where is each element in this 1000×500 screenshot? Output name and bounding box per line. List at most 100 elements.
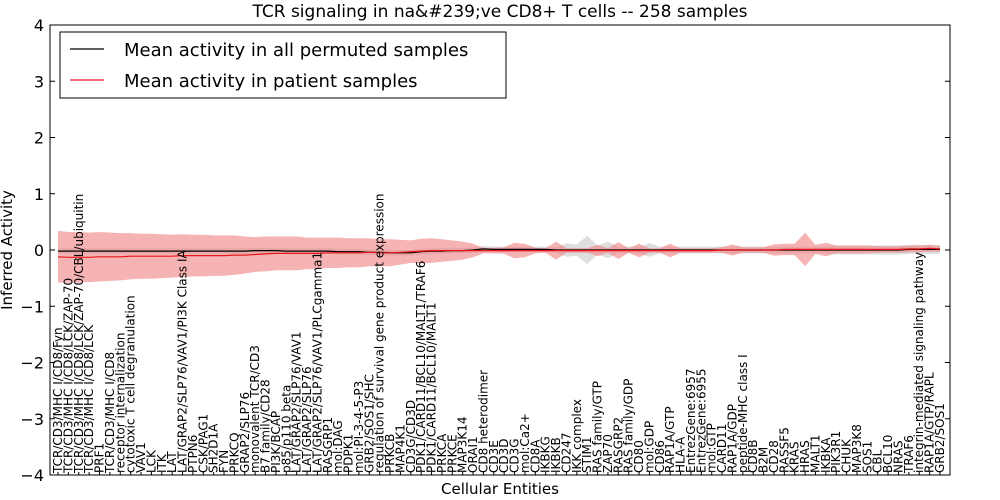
x-tick-label: CD3G/CD3D bbox=[404, 400, 418, 473]
y-tick-label: 0 bbox=[34, 241, 44, 260]
x-tick-label: mol:PI-3-4-5-P3 bbox=[352, 381, 366, 473]
x-tick-label: HRAS bbox=[798, 440, 812, 473]
y-tick-label: −3 bbox=[20, 410, 44, 429]
y-tick-label: −1 bbox=[20, 297, 44, 316]
legend-label-permuted: Mean activity in all permuted samples bbox=[124, 40, 468, 61]
x-tick-label: HLA-A bbox=[674, 436, 688, 473]
x-tick-label: ZAP70 bbox=[601, 434, 615, 473]
y-tick-label: −2 bbox=[20, 354, 44, 373]
x-tick-label: LAT/GRAP2/SLP76/VAV1/PLCgamma1 bbox=[310, 252, 324, 473]
y-tick-label: 2 bbox=[34, 129, 44, 148]
x-tick-label: KRAS bbox=[788, 441, 802, 473]
x-tick-label: CD28 bbox=[767, 440, 781, 473]
x-tick-label: CBL bbox=[871, 449, 885, 473]
x-tick-label: TCR/CD3/MHC I/CD8/Fyn bbox=[51, 327, 65, 474]
x-tick-label: PRKCE bbox=[445, 434, 459, 473]
x-tick-label: STIM1 bbox=[580, 437, 594, 473]
x-tick-label: LAT bbox=[165, 451, 179, 473]
x-tick-label: GRAP2/SLP76 bbox=[238, 392, 252, 473]
x-tick-label: PRKCQ bbox=[227, 432, 241, 473]
legend-label-patient: Mean activity in patient samples bbox=[124, 71, 418, 92]
x-tick-label: IKK complex bbox=[570, 399, 584, 473]
x-tick-label: LCK bbox=[144, 449, 158, 473]
x-tick-label: CD247 bbox=[559, 432, 573, 473]
x-tick-label: GRB2/SOS1 bbox=[933, 403, 947, 473]
plot-area bbox=[57, 230, 941, 283]
x-tick-label: PRKCB bbox=[383, 434, 397, 473]
x-tick-label: CD3D bbox=[497, 439, 511, 474]
x-tick-label: mol:GTP bbox=[705, 423, 719, 473]
y-axis-label: Inferred Activity bbox=[0, 190, 16, 310]
x-tick-label: PDPK1 bbox=[342, 434, 356, 473]
y-tick-label: 3 bbox=[34, 72, 44, 91]
x-tick-label: FYN bbox=[217, 450, 231, 473]
x-tick-label: RAS family/GTP bbox=[591, 381, 605, 473]
x-tick-label: CSK/PAG1 bbox=[196, 414, 210, 473]
x-tick-label: EntrezGene:6955 bbox=[694, 369, 708, 474]
x-tick-label: TCR/CD3/MHC I/CD8 bbox=[103, 352, 117, 474]
x-tick-label: PRF1 bbox=[93, 443, 107, 473]
x-tick-label: MAP3K14 bbox=[456, 416, 470, 473]
x-tick-label: PDK1/CARD11/BCL10/MALT1 bbox=[425, 303, 439, 473]
x-tick-label: RAP1A/GTP/RAPL bbox=[923, 372, 937, 473]
x-tick-label: NRAS bbox=[892, 440, 906, 473]
x-tick-label: MALT1 bbox=[809, 434, 823, 473]
x-tick-label: RASSF5 bbox=[777, 427, 791, 473]
x-tick-label: LAT/GRAP2/SLP76/VAV1 bbox=[290, 332, 304, 473]
x-tick-label: IKBKA bbox=[819, 437, 833, 473]
x-tick-label: RAP1A/GDP bbox=[726, 404, 740, 473]
x-tick-label: GRB2/SOS1/SHC bbox=[362, 374, 376, 473]
y-tick-label: 1 bbox=[34, 185, 44, 204]
x-tick-label: MAP3K8 bbox=[850, 424, 864, 473]
y-axis: 4 3 2 1 0 −1 −2 −3 −4 bbox=[20, 16, 950, 485]
patient-range-band bbox=[58, 230, 940, 283]
x-tick-label: CARD11 bbox=[715, 424, 729, 473]
x-tick-label: CD86 bbox=[653, 440, 667, 473]
x-tick-label: B2M bbox=[757, 447, 771, 473]
legend-frame bbox=[59, 31, 507, 99]
x-tick-label: MAP4K1 bbox=[393, 424, 407, 473]
chart-title: TCR signaling in na&#239;ve CD8+ T cells… bbox=[251, 2, 747, 22]
x-tick-label: receptor internalization bbox=[113, 333, 127, 473]
legend: Mean activity in all permuted samples Me… bbox=[59, 31, 507, 99]
x-tick-label: PTPN6 bbox=[186, 435, 200, 473]
x-tick-label: peptide-MHC class I bbox=[736, 354, 750, 473]
x-tick-label: PRKCA bbox=[435, 433, 449, 473]
x-tick-label: ITK bbox=[155, 453, 169, 473]
x-axis-label: Cellular Entities bbox=[441, 480, 559, 498]
x-tick-label: CD8A bbox=[528, 439, 542, 473]
x-tick-label: EntrezGene:6957 bbox=[684, 369, 698, 474]
x-tick-label: integrin-mediated signaling pathway bbox=[912, 252, 926, 473]
x-tick-label: regulation of survival gene product expr… bbox=[373, 194, 387, 473]
x-tick-label: RASGRP2 bbox=[611, 417, 625, 473]
patient-mean-line bbox=[57, 247, 941, 258]
x-tick-label: CD8B bbox=[746, 440, 760, 474]
x-tick-label: mol:Ca2+ bbox=[518, 413, 532, 473]
x-tick-label: RAP1A/GTP bbox=[663, 406, 677, 473]
x-tick-label: CHUK bbox=[840, 438, 854, 473]
x-tick-label: TCR/CD3/MHC I/CD8/LCK/ZAP-70 bbox=[61, 278, 75, 474]
x-tick-label: IKBKG bbox=[539, 436, 553, 473]
y-tick-label: 4 bbox=[34, 16, 44, 35]
x-tick-label: SH2D1A bbox=[207, 423, 221, 473]
x-tick-label: RAS family/GDP bbox=[622, 379, 636, 473]
x-tick-label: ORAI1 bbox=[466, 436, 480, 473]
x-tick-label: mol:DAG bbox=[331, 420, 345, 473]
x-tick-label: BCL10 bbox=[881, 435, 895, 473]
x-tick-label: CD3G bbox=[508, 438, 522, 473]
x-tick-label: LAT/GRAP2/SLP76/VAV1/PI3K Class IA bbox=[176, 249, 190, 473]
x-tick-label: p85/p110 beta bbox=[279, 385, 293, 473]
y-tick-label: −4 bbox=[20, 466, 44, 485]
x-tick-label: CD80 bbox=[632, 440, 646, 473]
x-tick-label: VAV1 bbox=[134, 442, 148, 473]
x-tick-label: PDK1/CARD11/BCL10/MALT1/TRAF6 bbox=[414, 261, 428, 473]
x-tick-label: CD8 heterodimer bbox=[476, 370, 490, 473]
x-tick-label: RASGRP1 bbox=[321, 417, 335, 473]
x-tick-label: CD3E bbox=[487, 440, 501, 473]
x-tick-label: mol:GDP bbox=[643, 421, 657, 473]
x-tick-label: LAT/GRAP2/SLP76 bbox=[300, 366, 314, 473]
x-tick-label: PI3K/BCAP bbox=[269, 411, 283, 473]
x-tick-label: monovalent TCR/CD3 bbox=[248, 345, 262, 473]
